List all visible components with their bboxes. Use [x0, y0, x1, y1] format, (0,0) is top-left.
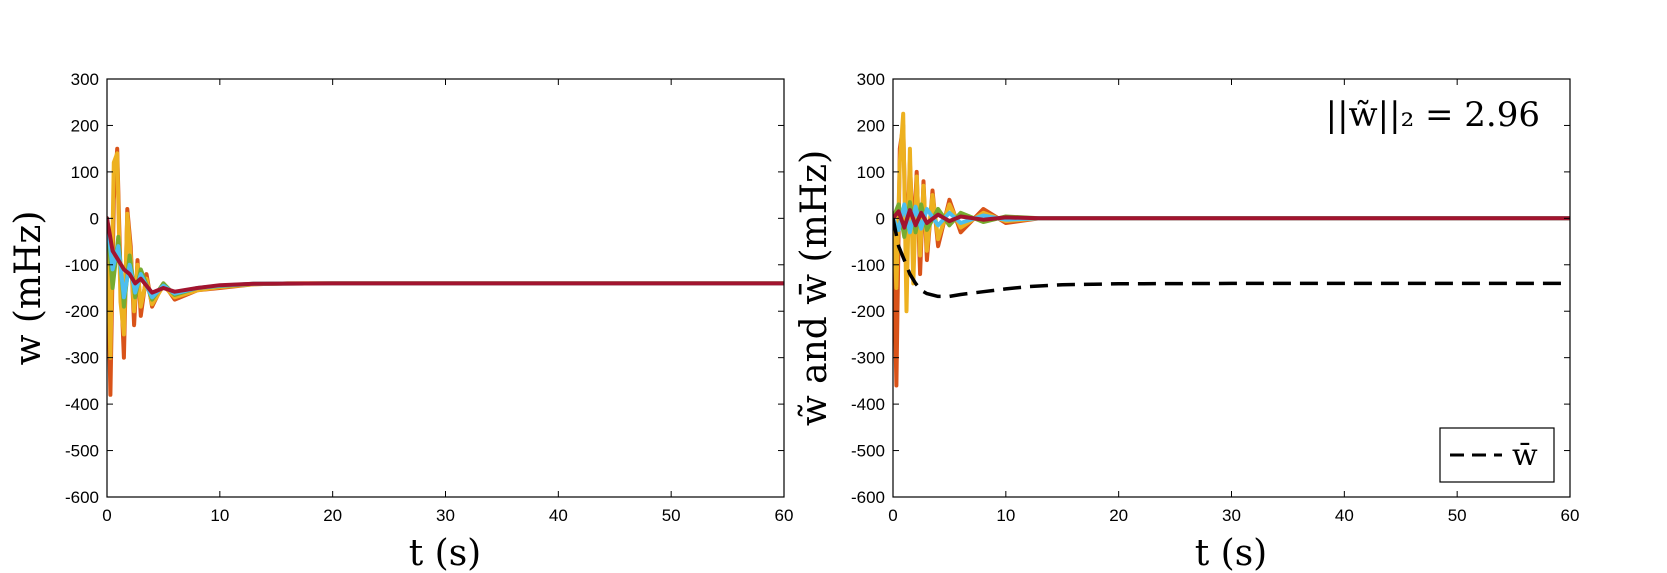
- x-tick-label: 10: [210, 506, 229, 525]
- y-tick-label: -100: [851, 256, 885, 275]
- y-tick-label: -200: [65, 302, 99, 321]
- series-line-2: [893, 111, 1570, 314]
- x-tick-label: 20: [1109, 506, 1128, 525]
- series-line-1: [107, 146, 784, 397]
- x-tick-label: 40: [1335, 506, 1354, 525]
- y-axis-label: w̃ and w̄ (mHz): [794, 150, 835, 426]
- x-axis-label: t (s): [1195, 533, 1267, 573]
- y-tick-label: 300: [71, 70, 99, 89]
- x-tick-label: 40: [549, 506, 568, 525]
- left-plot: 0 10 20 30 40 50 60 300 200 100 0 -100 -200 -300 -400 -…: [8, 70, 793, 573]
- x-tick-label: 30: [1222, 506, 1241, 525]
- x-tick-label: 60: [1561, 506, 1580, 525]
- x-tick-label: 0: [888, 506, 897, 525]
- series-line-2: [107, 151, 784, 360]
- y-tick-label: -500: [65, 442, 99, 461]
- legend-label-w-bar: w̄: [1512, 438, 1538, 473]
- y-tick-label: -100: [65, 256, 99, 275]
- y-tick-label: -300: [851, 349, 885, 368]
- y-tick-label: 0: [876, 209, 885, 228]
- x-tick-label: 50: [1448, 506, 1467, 525]
- norm-annotation: ||w̃||₂ = 2.96: [1326, 95, 1540, 135]
- right-plot: 0 10 20 30 40 50 60 300 200 100 0 -100 -200 -300 -400 -…: [794, 70, 1579, 573]
- x-tick-label: 20: [323, 506, 342, 525]
- x-tick-label: 50: [662, 506, 681, 525]
- series-line-3: [107, 216, 784, 309]
- legend: w̄: [1439, 427, 1555, 483]
- y-tick-label: 100: [857, 163, 885, 182]
- x-axis-label: t (s): [409, 533, 481, 573]
- x-tick-label: 10: [996, 506, 1015, 525]
- series-line-w-bar-mean: [893, 217, 1570, 299]
- y-tick-label: 100: [71, 163, 99, 182]
- series-line-5: [893, 208, 1570, 230]
- y-tick-label: -400: [851, 395, 885, 414]
- x-tick-label: 60: [775, 506, 794, 525]
- y-tick-label: -600: [65, 488, 99, 507]
- series-line-1: [893, 123, 1570, 388]
- y-tick-label: 200: [857, 116, 885, 135]
- y-tick-label: 200: [71, 116, 99, 135]
- series-line-5: [107, 216, 784, 295]
- y-tick-label: -600: [851, 488, 885, 507]
- x-tick-label: 0: [102, 506, 111, 525]
- y-tick-label: -200: [851, 302, 885, 321]
- y-tick-label: 0: [90, 209, 99, 228]
- y-tick-label: -500: [851, 442, 885, 461]
- y-tick-label: -400: [65, 395, 99, 414]
- y-tick-label: 300: [857, 70, 885, 89]
- x-tick-label: 30: [436, 506, 455, 525]
- y-tick-label: -300: [65, 349, 99, 368]
- y-axis-label: w (mHz): [8, 211, 49, 366]
